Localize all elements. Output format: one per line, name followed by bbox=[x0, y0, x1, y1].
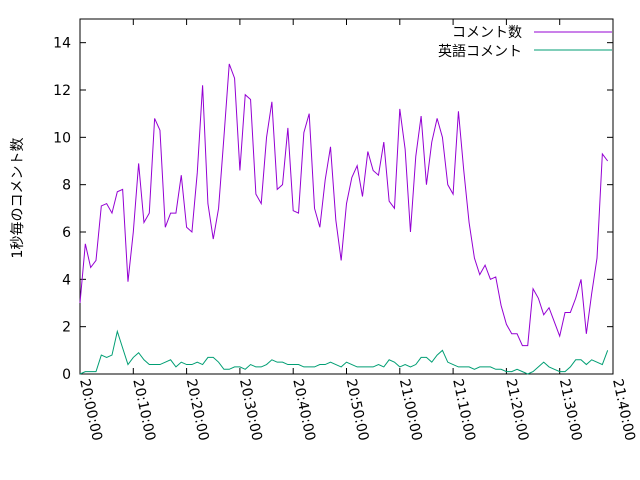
x-tick-label: 20:40:00 bbox=[289, 378, 318, 443]
x-tick-label: 20:30:00 bbox=[236, 378, 265, 443]
y-tick-label: 0 bbox=[62, 367, 71, 383]
x-tick-label: 20:10:00 bbox=[129, 378, 158, 443]
x-tick-label: 20:00:00 bbox=[76, 378, 105, 443]
x-tick-label: 21:40:00 bbox=[609, 378, 638, 443]
x-tick-label: 21:20:00 bbox=[502, 378, 531, 443]
x-tick-label: 21:30:00 bbox=[556, 378, 585, 443]
plot-frame bbox=[79, 18, 614, 375]
x-axis: 20:00:00 20:10:00 20:20:00 20:30:00 20:40:00… bbox=[76, 19, 638, 442]
y-tick-label: 4 bbox=[62, 272, 71, 288]
y-axis: 0 2 4 6 8 10 12 14 bbox=[53, 36, 613, 383]
legend-label-english-comments: 英語コメント bbox=[438, 43, 522, 60]
legend-label-comments: コメント数 bbox=[452, 25, 522, 41]
y-axis-label: 1秒毎のコメント数 bbox=[10, 138, 26, 259]
x-tick-label: 20:50:00 bbox=[343, 378, 372, 443]
series-lines bbox=[79, 63, 609, 375]
y-tick-label: 10 bbox=[53, 130, 71, 146]
x-tick-label: 21:10:00 bbox=[449, 378, 478, 443]
x-tick-label: 20:20:00 bbox=[183, 378, 212, 443]
series-line-comments bbox=[79, 63, 609, 347]
y-tick-label: 6 bbox=[62, 225, 71, 241]
legend: コメント数 英語コメント bbox=[438, 25, 612, 60]
x-tick-label: 21:00:00 bbox=[396, 378, 425, 443]
y-tick-label: 8 bbox=[62, 178, 71, 194]
y-tick-label: 2 bbox=[62, 320, 71, 336]
y-tick-label: 14 bbox=[53, 36, 71, 52]
series-line-english-comments bbox=[79, 329, 609, 375]
y-tick-label: 12 bbox=[53, 83, 71, 99]
